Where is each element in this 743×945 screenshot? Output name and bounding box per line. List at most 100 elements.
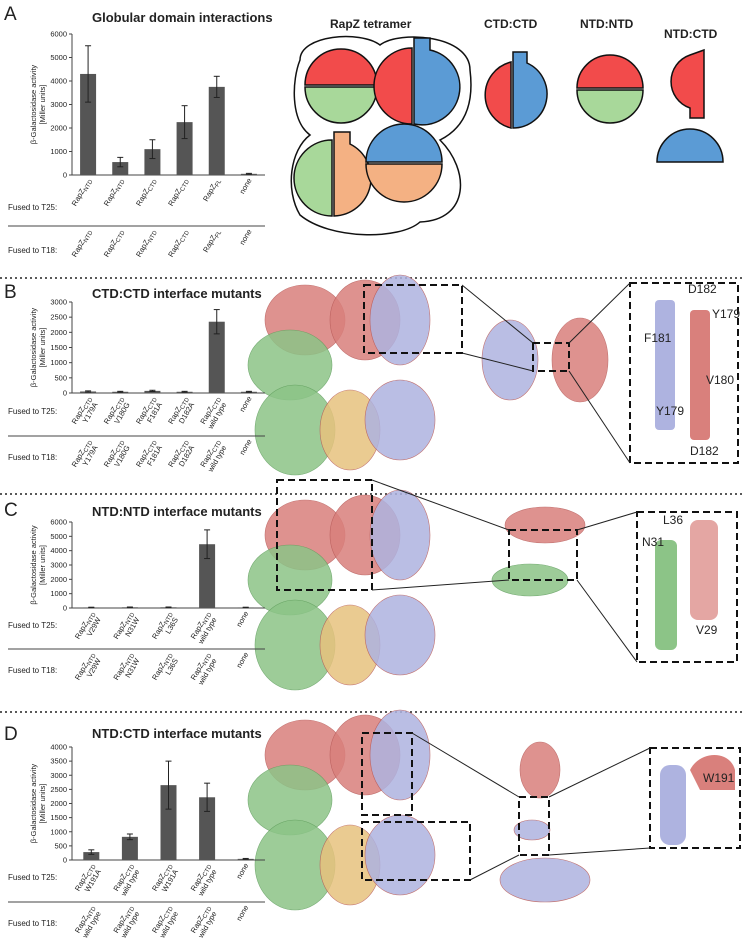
y-tick-label: 1000 — [50, 358, 67, 367]
y-tick-label: 1000 — [50, 589, 67, 598]
category-label: none — [234, 651, 250, 670]
bar — [160, 785, 177, 860]
category-label-text: RapZCTD — [166, 176, 191, 209]
category-label-text: RapZNTD — [70, 176, 95, 209]
row-label: Fused to T18: — [8, 666, 57, 675]
y-tick-label: 2000 — [50, 799, 67, 808]
y-tick-label: 6000 — [50, 30, 67, 39]
residue-label: Y179 — [656, 404, 684, 418]
label-subscript: NTD — [86, 652, 98, 666]
protein-blob — [364, 814, 436, 896]
protein-blob — [481, 319, 539, 401]
residue-label: W191 — [703, 771, 735, 785]
residue-label: L36 — [663, 513, 683, 527]
category-label: none — [238, 177, 254, 196]
category-label-text: none — [234, 904, 250, 923]
category-label: RapZCTD — [134, 178, 159, 207]
label-name: none — [238, 438, 254, 457]
residue-label: Y179 — [712, 307, 740, 321]
bar — [176, 122, 193, 175]
row-label: Fused to T25: — [8, 407, 57, 416]
label-subscript: CTD — [148, 396, 160, 410]
bar — [199, 797, 216, 860]
category-label-text: RapZCTD — [166, 227, 191, 260]
y-axis-label: β-Galactosidase activity — [29, 764, 38, 844]
y-tick-label: 4000 — [50, 77, 67, 86]
zoom-boxes — [276, 282, 741, 881]
protein-blob — [364, 594, 436, 676]
protein-blob — [364, 379, 436, 461]
category-label-text: none — [234, 651, 250, 670]
chart-title: Globular domain interactions — [92, 10, 273, 25]
category-label: RapZCTD — [166, 176, 191, 209]
label-name: none — [234, 862, 250, 881]
y-tick-label: 2000 — [50, 575, 67, 584]
y-axis-label: β-Galactosidase activity — [29, 65, 38, 145]
row-label: Fused to T18: — [8, 919, 57, 928]
label-subscript: NTD — [125, 611, 137, 625]
category-label: RapZFL — [201, 178, 224, 203]
residue-labels: D182 Y179 F181 V180 Y179 D182 L36 N31 V29 W191 — [642, 282, 740, 785]
category-label-text: none — [234, 862, 250, 881]
tetramer-diagram: RapZ tetramer CTD:CTD NTD:NTD NTD:CTD — [290, 17, 724, 236]
panel-label: A — [4, 4, 17, 25]
category-label: none — [234, 610, 250, 629]
y-tick-label: 4000 — [50, 546, 67, 555]
residue-label: D182 — [690, 444, 719, 458]
residue-label: D182 — [688, 282, 717, 296]
row-label: Fused to T25: — [8, 203, 57, 212]
category-label-text: RapZFL — [201, 227, 224, 255]
label-subscript: CTD — [148, 439, 160, 453]
protein-blob — [504, 506, 586, 544]
chart-title: NTD:NTD interface mutants — [92, 504, 262, 519]
label-subscript: CTD — [115, 396, 127, 410]
y-tick-label: 1500 — [50, 343, 67, 352]
protein-blob — [519, 741, 561, 799]
protein-blob — [513, 819, 551, 841]
category-label-text: RapZNTD — [102, 176, 127, 209]
label-name: none — [234, 904, 250, 923]
label-subscript: NTD — [115, 178, 127, 192]
category-label-text: none — [238, 438, 254, 457]
y-tick-label: 5000 — [50, 53, 67, 62]
category-label-text: none — [238, 177, 254, 196]
charts: Globular domain interactions β-Galactosid… — [8, 10, 273, 940]
category-label-text: none — [238, 228, 254, 247]
helix — [660, 765, 686, 845]
label-subscript: NTD — [86, 611, 98, 625]
y-tick-label: 0 — [63, 171, 67, 180]
label-subscript: CTD — [180, 396, 192, 410]
y-tick-label: 2000 — [50, 328, 67, 337]
label-subscript: CTD — [180, 439, 192, 453]
diagram-pair: NTD:NTD — [580, 17, 634, 31]
label-subscript: NTD — [83, 178, 95, 192]
protein-blob — [551, 317, 609, 403]
label-subscript: NTD — [83, 229, 95, 243]
y-tick-label: 2500 — [50, 785, 67, 794]
label-subscript: CTD — [180, 229, 192, 243]
label-subscript: CTD — [164, 863, 176, 877]
category-label: none — [234, 904, 250, 923]
label-subscript: NTD — [148, 229, 160, 243]
residue-label: N31 — [642, 535, 664, 549]
bar — [121, 836, 138, 860]
bar — [208, 86, 225, 175]
category-label: none — [238, 228, 254, 247]
y-axis-label: [Miller units] — [38, 327, 47, 367]
protein-blob — [369, 274, 431, 366]
y-axis-label: β-Galactosidase activity — [29, 308, 38, 388]
label-name: none — [238, 228, 254, 247]
